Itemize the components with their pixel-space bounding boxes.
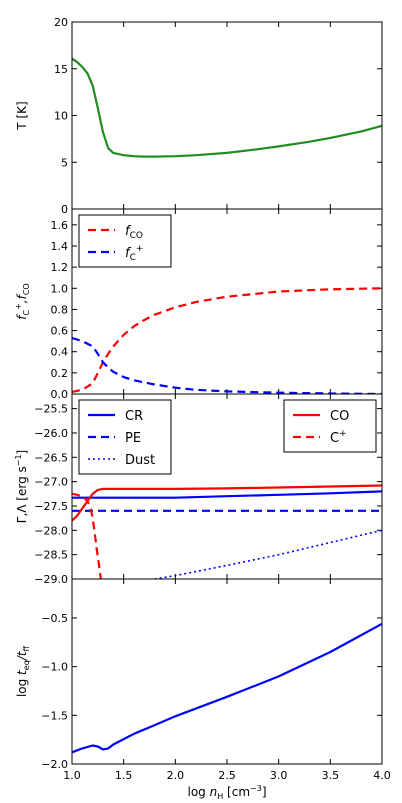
- series-line-C+: [72, 492, 102, 579]
- panel-frame: [71, 21, 383, 210]
- y-tick-label: 20: [54, 16, 68, 29]
- y-tick-label: −29.0: [34, 573, 68, 586]
- legend-label: fCO: [125, 224, 143, 241]
- y-axis-label: Γ,Λ [erg s−1]: [14, 450, 29, 523]
- legend-label: CR: [125, 409, 143, 424]
- series-line-T: [72, 57, 382, 158]
- y-tick-label: −1.0: [41, 661, 68, 674]
- panel-timescale: −2.0 −1.5 −1.0 −0.5 log teq/tff: [15, 578, 383, 771]
- legend-label: fC+: [125, 244, 143, 263]
- y-tick-label: 1.6: [51, 219, 69, 232]
- y-tick-label: 5: [61, 156, 68, 169]
- series-line-CR: [72, 490, 382, 499]
- x-tick-label: 4.0: [373, 769, 391, 782]
- x-axis-label: log nH [cm−3]: [187, 784, 266, 801]
- y-tick-label: 0.4: [51, 346, 69, 359]
- legend-upper-left: fCO fC+: [78, 214, 172, 268]
- panel-temperature: 0 5 10 15 20 T [K]: [15, 16, 383, 216]
- y-tick-label: 0.6: [51, 325, 69, 338]
- y-tick-label: −27.5: [34, 500, 68, 513]
- y-tick-label: −28.5: [34, 549, 68, 562]
- legend-label: PE: [125, 431, 141, 446]
- panel-fractions: 0.0 0.2 0.4 0.6 0.8 1.0 1.2 1.4 1.6 fC+,fCO fCO fC+: [14, 208, 383, 401]
- series-line-t_eq/t_ff: [72, 622, 382, 754]
- y-tick-label: −0.5: [41, 612, 68, 625]
- y-tick-label: −25.5: [34, 403, 68, 416]
- panel-frame: [71, 578, 383, 765]
- series-line-f_C+: [72, 336, 382, 394]
- y-tick-label: 0.2: [51, 367, 69, 380]
- y-axis-label: T [K]: [15, 101, 29, 130]
- y-axis-label: log teq/tff: [15, 645, 31, 697]
- y-tick-label: 0.8: [51, 303, 69, 316]
- x-tick-label: 1.5: [115, 769, 133, 782]
- y-tick-label: 1.2: [51, 261, 69, 274]
- series-line-Dust: [154, 529, 382, 579]
- legend-label: CO: [330, 409, 349, 424]
- y-tick-label: −26.5: [34, 451, 68, 464]
- legend-upper-right: CO C+: [283, 399, 377, 453]
- legend-box: [283, 399, 377, 453]
- y-tick-label: −28.0: [34, 524, 68, 537]
- y-tick-label: −27.0: [34, 476, 68, 489]
- y-tick-label: 0: [61, 203, 68, 216]
- y-tick-label: −26.0: [34, 427, 68, 440]
- panel-heating_cooling: −29.0 −28.5 −28.0 −27.5 −27.0 −26.5 −26.0 −25.5…: [14, 393, 383, 586]
- y-tick-label: 1.0: [51, 282, 69, 295]
- x-tick-label: 2.5: [218, 769, 236, 782]
- y-axis-label: fC+,fCO: [14, 283, 31, 319]
- legend-label: Dust: [125, 453, 155, 468]
- y-tick-label: 15: [54, 63, 68, 76]
- x-tick-label: 1.0: [63, 769, 81, 782]
- legend-label: C+: [330, 429, 347, 446]
- y-tick-label: 0.0: [51, 388, 69, 401]
- legend-upper-left: CR PE Dust: [78, 399, 172, 475]
- legend-box: [78, 214, 172, 268]
- y-tick-label: −1.5: [41, 709, 68, 722]
- series-line-CO: [72, 484, 382, 522]
- x-tick-label: 2.0: [167, 769, 185, 782]
- x-tick-label: 3.0: [270, 769, 288, 782]
- series-line-f_CO: [72, 287, 382, 393]
- y-tick-label: 1.4: [51, 240, 69, 253]
- y-tick-label: 10: [54, 110, 68, 123]
- x-tick-label: 3.5: [322, 769, 340, 782]
- y-tick-label: −2.0: [41, 758, 68, 771]
